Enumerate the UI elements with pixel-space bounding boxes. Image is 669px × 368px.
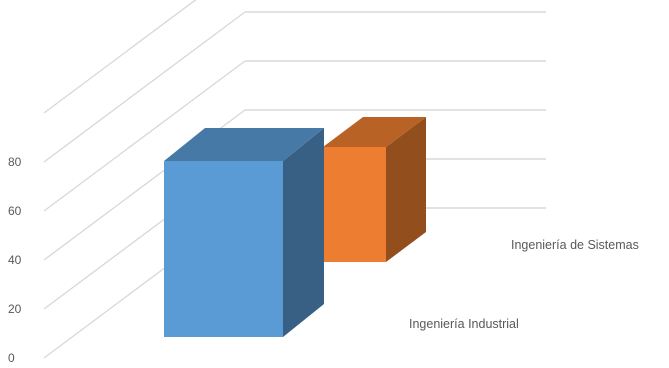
- bars: [164, 117, 426, 337]
- bar-1: [323, 117, 426, 262]
- category-label: Ingeniería de Sistemas: [511, 238, 639, 252]
- bar-0: [164, 128, 324, 337]
- category-labels: Ingeniería Industrial Ingeniería de Siste…: [409, 238, 639, 331]
- bar-front-face: [323, 147, 386, 262]
- gridline-depth-80: [43, 11, 246, 163]
- bar-top-face: [164, 128, 324, 161]
- y-tick-label: 60: [8, 204, 22, 218]
- gridline-depth-60: [43, 60, 246, 212]
- y-axis-ticks: 0 20 40 60 80: [8, 155, 22, 365]
- bar-side-face: [283, 128, 324, 337]
- bar-front-face: [164, 161, 283, 337]
- y-tick-label: 80: [8, 155, 22, 169]
- bar-side-face: [386, 117, 426, 262]
- depth-gridlines: [43, 0, 246, 359]
- y-tick-label: 20: [8, 302, 22, 316]
- gridline-depth-top: [43, 0, 197, 114]
- y-tick-label: 0: [8, 351, 15, 365]
- y-tick-label: 40: [8, 253, 22, 267]
- category-label: Ingeniería Industrial: [409, 317, 519, 331]
- bar-top-face: [323, 117, 426, 147]
